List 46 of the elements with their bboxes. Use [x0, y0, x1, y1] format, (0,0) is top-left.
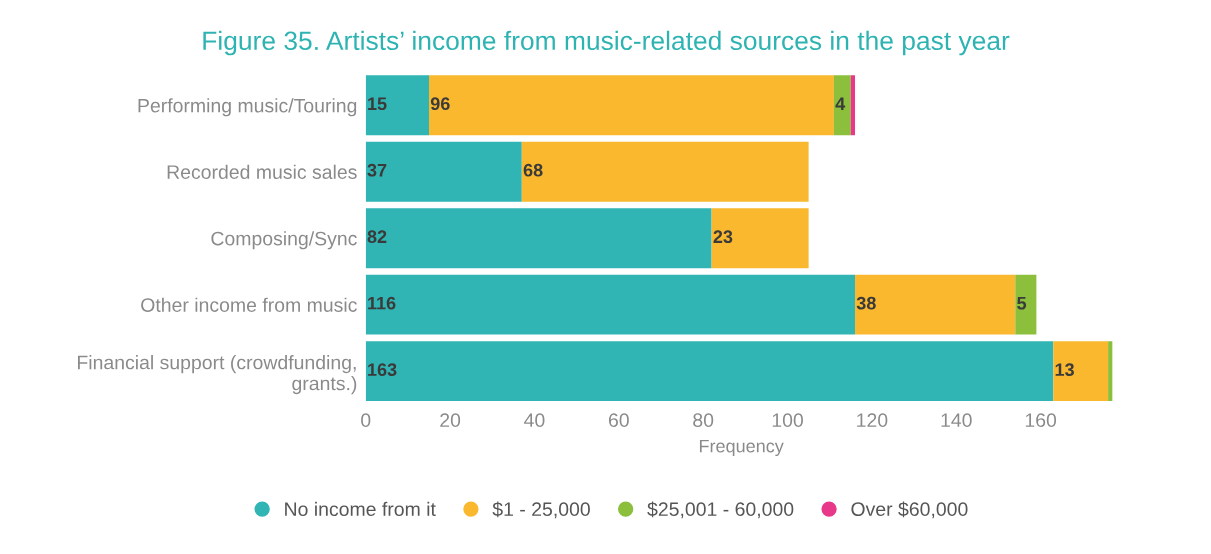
data-label: 15 [368, 97, 387, 111]
bar [365, 141, 522, 202]
bar [1053, 341, 1109, 402]
x-tick-label: 60 [608, 413, 629, 428]
y-tick-label: Recorded music sales [167, 164, 357, 179]
data-label: 82 [367, 230, 387, 244]
bar [521, 141, 809, 202]
legend-label: Over $60,000 [851, 501, 968, 519]
bar [1108, 341, 1113, 402]
data-label: 38 [856, 296, 876, 310]
y-tick-label: Financial support (crowdfunding, grants.) [77, 355, 357, 395]
y-tick-label: Performing music/Touring [138, 98, 357, 117]
data-label: 4 [835, 97, 846, 110]
y-tick-label: Composing/Sync [211, 231, 357, 250]
bar [1015, 274, 1037, 335]
data-label: 23 [713, 230, 733, 244]
bar [850, 75, 856, 136]
legend-label: $25,001 - 60,000 [647, 501, 794, 519]
x-tick-label: 100 [772, 413, 803, 428]
bar [855, 274, 1016, 335]
data-label: 13 [1055, 363, 1074, 377]
data-label: 68 [523, 163, 543, 177]
data-label: 37 [367, 163, 387, 177]
bar [833, 75, 851, 136]
x-axis-title: Frequency [699, 439, 784, 457]
bar [365, 208, 712, 269]
x-tick-label: 80 [693, 413, 714, 428]
bar [428, 75, 834, 136]
y-tick-label: Other income from music [141, 297, 357, 312]
chart-title: Figure 35. Artists’ income from music-related sources in the past year [203, 30, 1010, 56]
x-tick-label: 120 [857, 413, 888, 428]
x-tick-label: 140 [941, 413, 972, 428]
x-tick-label: 0 [361, 413, 371, 428]
data-label: 116 [368, 296, 396, 310]
data-label: 163 [368, 363, 397, 377]
bar [365, 274, 856, 335]
data-label: 5 [1017, 296, 1027, 310]
x-tick-label: 160 [1025, 413, 1057, 428]
bar [365, 75, 429, 136]
x-tick-label: 40 [524, 413, 545, 428]
bar [711, 208, 809, 269]
bar [365, 341, 1054, 402]
data-label: 96 [430, 97, 450, 111]
legend-label: No income from it [285, 501, 436, 517]
legend-label: $1 - 25,000 [492, 501, 590, 519]
x-tick-label: 20 [440, 413, 461, 428]
